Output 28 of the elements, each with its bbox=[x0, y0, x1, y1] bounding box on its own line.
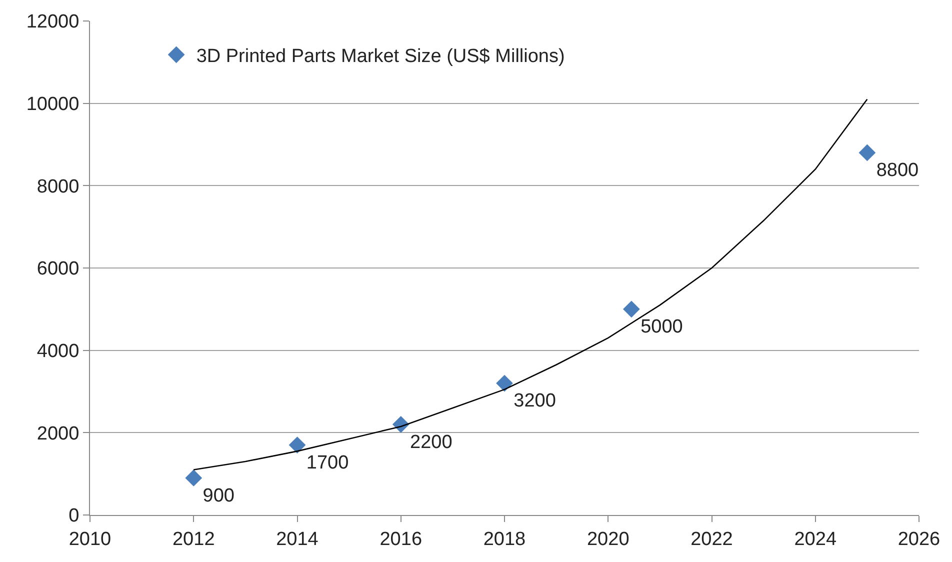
point bbox=[858, 144, 876, 162]
x-tick-label: 2018 bbox=[483, 528, 526, 550]
point bbox=[185, 470, 202, 486]
point bbox=[496, 374, 513, 392]
y-tick-label: 12000 bbox=[26, 12, 80, 33]
data-label: 1700 bbox=[306, 452, 349, 474]
y-tick-label: 0 bbox=[68, 506, 80, 527]
x-tick-label: 2014 bbox=[276, 528, 319, 550]
point bbox=[288, 436, 306, 454]
data-label: 3200 bbox=[514, 390, 556, 412]
x-tick-label: 2020 bbox=[586, 528, 630, 550]
point bbox=[622, 300, 640, 318]
data-label: 2200 bbox=[410, 432, 452, 453]
x-tick-label: 2024 bbox=[794, 528, 837, 550]
y-tick-label: 8000 bbox=[36, 176, 80, 198]
x-tick-label: 2010 bbox=[68, 528, 112, 550]
legend-label: 3D Printed Parts Market Size (US$ Millions) bbox=[196, 46, 565, 68]
y-tick-label: 4000 bbox=[36, 340, 80, 362]
y-tick-label: 2000 bbox=[36, 423, 80, 444]
x-tick-label: 2022 bbox=[690, 528, 733, 550]
y-tick-label: 6000 bbox=[36, 258, 80, 280]
data-label: 5000 bbox=[640, 316, 683, 338]
x-tick-label: 2016 bbox=[380, 528, 422, 550]
x-tick-label: 2026 bbox=[898, 528, 940, 550]
y-tick-label: 10000 bbox=[26, 94, 80, 115]
x-tick-label: 2012 bbox=[172, 528, 215, 550]
data-label: 900 bbox=[202, 485, 234, 506]
data-label: 8800 bbox=[876, 160, 919, 182]
